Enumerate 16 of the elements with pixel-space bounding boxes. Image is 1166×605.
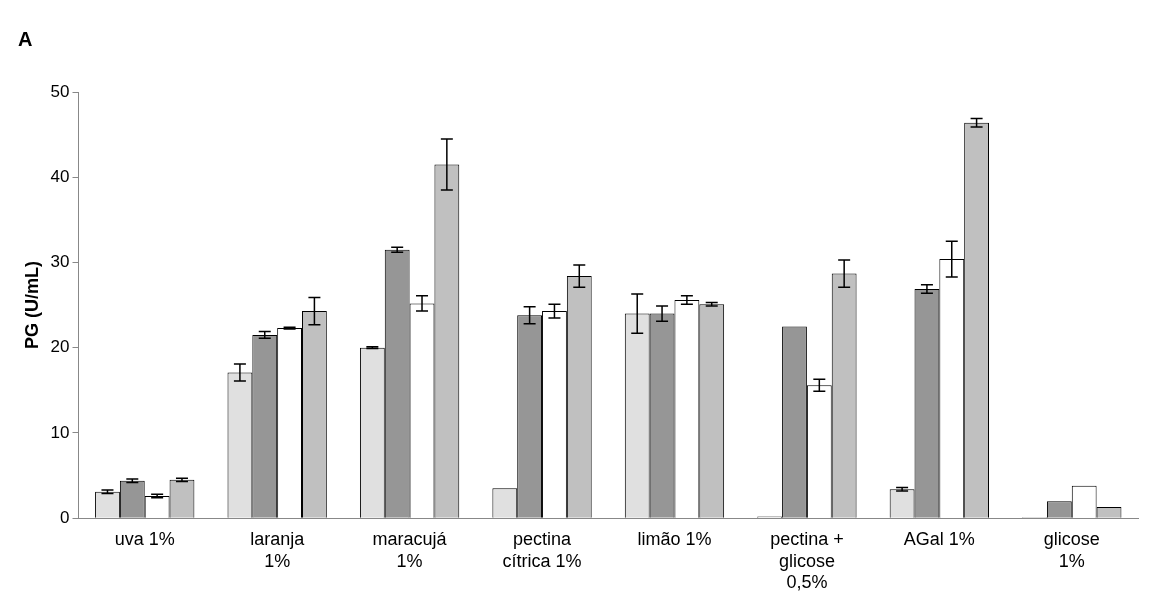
x-tick-label: pectina + glicose 0,5% xyxy=(770,528,844,593)
y-tick-label: 50 xyxy=(50,81,70,101)
y-axis-title: PG (U/mL) xyxy=(21,261,42,350)
x-tick-label: maracujá 1% xyxy=(372,528,448,571)
x-tick-label: glicose 1% xyxy=(1043,528,1100,571)
chart-title: A xyxy=(18,27,33,50)
y-tick-label: 10 xyxy=(50,422,70,442)
y-tick-label: 30 xyxy=(50,252,70,272)
x-tick-label: uva 1% xyxy=(114,528,175,549)
y-tick-label: 0 xyxy=(60,507,70,527)
y-tick-label: 20 xyxy=(50,337,70,357)
y-tick-label: 40 xyxy=(50,166,70,186)
x-tick-label: laranja 1% xyxy=(250,528,306,571)
x-tick-label: limão 1% xyxy=(637,528,712,549)
x-tick-label: pectina cítrica 1% xyxy=(502,528,582,571)
x-tick-label: AGal 1% xyxy=(903,528,975,549)
